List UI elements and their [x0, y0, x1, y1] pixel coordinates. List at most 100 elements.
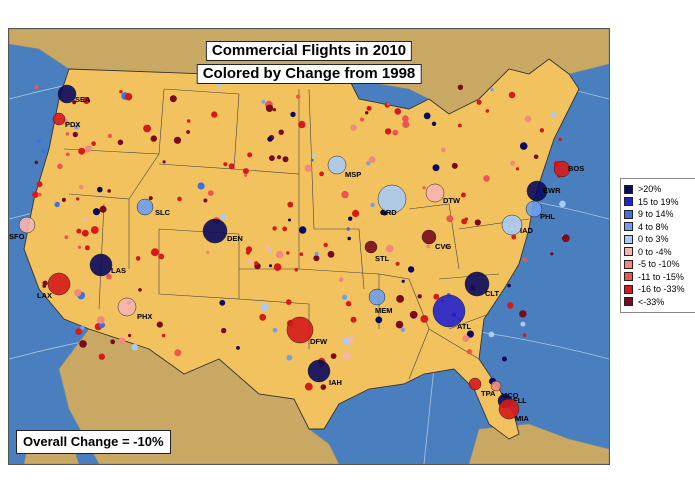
airport-dot: [169, 95, 177, 103]
airport-dot: [520, 321, 526, 327]
airport-dot: [290, 111, 296, 118]
overall-change-label: Overall Change = -10%: [16, 430, 171, 454]
airport-dot: [174, 349, 182, 357]
airport-label-sfo: SFO: [9, 232, 25, 241]
legend-label: 0 to 3%: [638, 234, 669, 245]
airport-dot: [268, 249, 273, 253]
airport-dot: [161, 333, 166, 338]
airport-dot: [131, 343, 139, 351]
airport-dot: [254, 261, 259, 266]
airport-dot: [485, 109, 490, 113]
airport-dot: [396, 295, 404, 303]
airport-dot: [91, 141, 96, 146]
hub-bubble-dtw: [425, 183, 445, 203]
legend-label: <-33%: [638, 296, 665, 307]
airport-dot: [74, 289, 82, 297]
airport-dot: [57, 163, 63, 169]
airport-dot: [533, 154, 539, 160]
airport-dot: [162, 160, 166, 164]
legend-swatch: [624, 284, 633, 294]
airport-dot: [342, 294, 348, 300]
airport-dot: [84, 145, 92, 153]
airport-dot: [522, 333, 527, 337]
airport-label-ewr: EWR: [543, 186, 561, 195]
airport-label-tpa: TPA: [481, 389, 496, 398]
airport-dot: [458, 123, 462, 128]
airport-dot: [483, 175, 490, 182]
legend-swatch: [624, 297, 633, 307]
airport-dot: [395, 261, 400, 266]
airport-dot: [128, 333, 132, 338]
airport-dot: [117, 139, 124, 146]
airport-dot: [515, 167, 520, 171]
airport-dot: [348, 216, 353, 221]
airport-dot: [420, 315, 429, 323]
airport-dot: [110, 339, 116, 345]
airport-dot: [220, 213, 227, 220]
airport-dot: [278, 129, 284, 135]
airport-dot: [394, 108, 402, 115]
airport-dot: [148, 196, 153, 201]
airport-dot: [97, 186, 103, 193]
legend-label: -11 to -15%: [638, 271, 684, 282]
hub-bubble-phx: [117, 297, 137, 317]
airport-dot: [350, 316, 357, 323]
airport-dot: [346, 227, 350, 231]
airport-dot: [347, 236, 352, 241]
airport-label-clt: CLT: [485, 289, 499, 298]
airport-dot: [417, 294, 422, 299]
airport-dot: [282, 156, 289, 163]
airport-dot: [37, 192, 42, 197]
airport-dot: [287, 201, 294, 208]
airport-dot: [561, 234, 570, 243]
airport-dot: [341, 190, 349, 199]
airport-dot: [384, 128, 392, 135]
hub-bubble-atl: [432, 294, 466, 328]
airport-dot: [366, 105, 372, 111]
airport-label-bos: BOS: [568, 164, 584, 173]
airport-dot: [99, 205, 107, 213]
airport-dot: [98, 353, 106, 360]
legend-swatch: [624, 184, 633, 194]
airport-dot: [158, 253, 165, 260]
airport-dot: [510, 160, 516, 166]
legend-swatch: [624, 259, 633, 269]
legend-item: 0 to -4%: [624, 246, 695, 259]
legend-item: 15 to 19%: [624, 196, 695, 209]
legend: >20% 15 to 19% 9 to 14% 4 to 8% 0 to 3% 0 to …: [620, 178, 695, 313]
airport-dot: [265, 104, 274, 113]
legend-item: 0 to 3%: [624, 233, 695, 246]
airport-dot: [177, 196, 182, 202]
airport-label-iad: IAD: [520, 226, 534, 235]
airport-dot: [211, 111, 218, 118]
airport-dot: [286, 354, 293, 361]
airport-dot: [107, 133, 113, 139]
airport-dot: [216, 83, 221, 88]
hub-bubble-den: [202, 218, 228, 244]
airport-dot: [519, 142, 528, 150]
airport-label-mco: MCO: [501, 391, 519, 400]
airport-dot: [219, 299, 226, 306]
airport-dot: [327, 250, 335, 258]
airport-dot: [342, 352, 351, 360]
airport-dot: [156, 321, 163, 328]
airport-dot: [310, 158, 314, 162]
airport-dot: [74, 124, 79, 130]
hub-bubble-bos: [553, 160, 571, 178]
airport-dot: [242, 168, 249, 175]
airport-dot: [462, 335, 470, 343]
legend-label: -16 to -33%: [638, 284, 685, 295]
airport-dot: [320, 384, 327, 390]
airport-dot: [304, 164, 312, 172]
airport-dot: [186, 119, 191, 123]
airport-dot: [386, 244, 394, 253]
airport-dot: [506, 302, 514, 309]
airport-label-atl: ATL: [457, 322, 471, 331]
airport-dot: [519, 310, 527, 318]
airport-dot: [338, 277, 344, 283]
airport-dot: [124, 93, 133, 101]
airport-dot: [392, 129, 399, 136]
airport-dot: [236, 346, 240, 350]
airport-dot: [423, 112, 431, 120]
legend-item: 9 to 14%: [624, 208, 695, 221]
